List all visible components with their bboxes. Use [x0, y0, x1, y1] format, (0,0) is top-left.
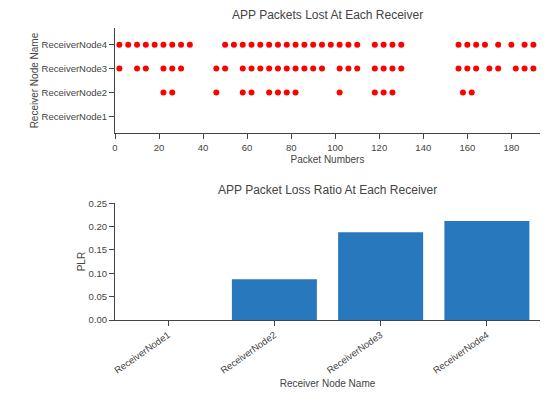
svg-text:80: 80 [286, 142, 297, 153]
svg-text:160: 160 [459, 142, 475, 153]
svg-text:180: 180 [503, 142, 519, 153]
svg-text:APP Packets Lost At Each Recei: APP Packets Lost At Each Receiver [232, 8, 423, 22]
svg-text:0.20: 0.20 [89, 221, 108, 232]
svg-text:0.25: 0.25 [89, 198, 108, 209]
svg-text:ReceiverNode3: ReceiverNode3 [325, 329, 385, 376]
svg-text:Receiver Node Name: Receiver Node Name [29, 32, 40, 128]
svg-text:PLR: PLR [76, 252, 87, 271]
svg-text:APP Packet Loss Ratio At Each: APP Packet Loss Ratio At Each Receiver [218, 183, 437, 197]
svg-text:0.15: 0.15 [89, 244, 108, 255]
svg-text:Receiver Node Name: Receiver Node Name [280, 378, 376, 389]
svg-text:Packet Numbers: Packet Numbers [291, 154, 365, 165]
svg-text:ReceiverNode1: ReceiverNode1 [112, 329, 172, 376]
svg-text:ReceiverNode4: ReceiverNode4 [42, 39, 107, 50]
svg-text:0: 0 [112, 142, 117, 153]
svg-text:140: 140 [415, 142, 431, 153]
svg-text:ReceiverNode3: ReceiverNode3 [42, 63, 107, 74]
svg-text:0.00: 0.00 [89, 314, 108, 325]
svg-text:ReceiverNode2: ReceiverNode2 [218, 329, 278, 376]
svg-text:0.10: 0.10 [89, 268, 108, 279]
svg-text:100: 100 [327, 142, 343, 153]
svg-text:60: 60 [242, 142, 253, 153]
svg-text:ReceiverNode2: ReceiverNode2 [42, 87, 107, 98]
svg-text:ReceiverNode1: ReceiverNode1 [42, 111, 107, 122]
svg-text:20: 20 [154, 142, 165, 153]
svg-text:40: 40 [198, 142, 209, 153]
svg-text:120: 120 [371, 142, 387, 153]
svg-text:0.05: 0.05 [89, 291, 108, 302]
svg-text:ReceiverNode4: ReceiverNode4 [431, 329, 491, 376]
